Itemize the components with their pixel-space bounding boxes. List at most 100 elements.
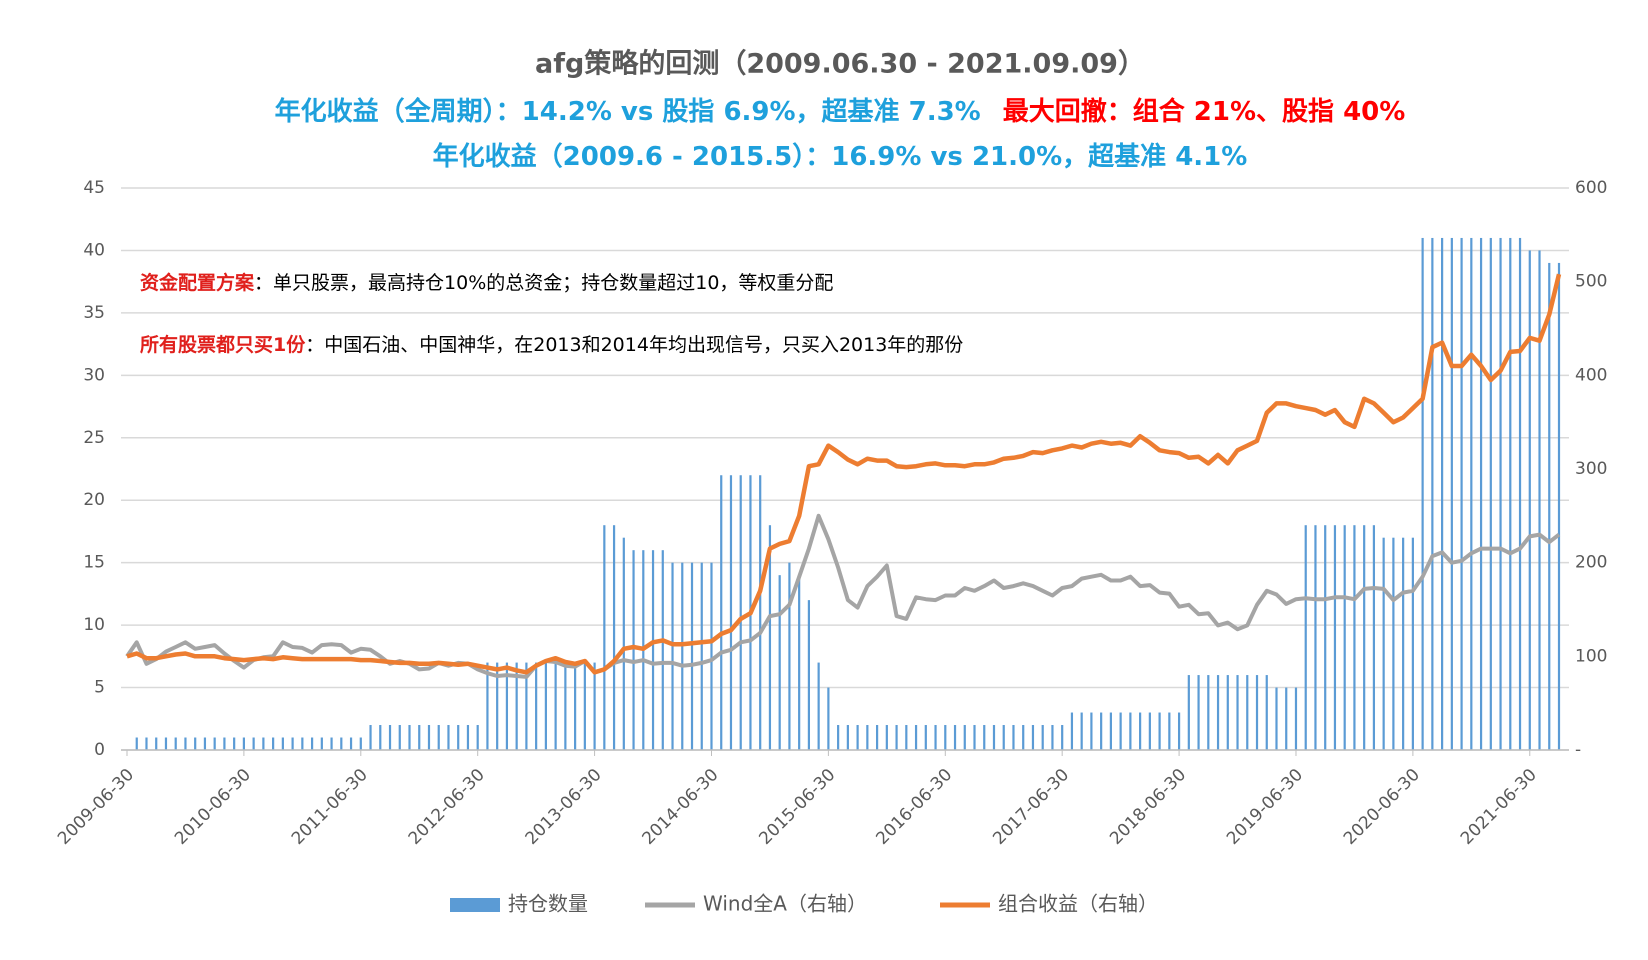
bar — [1090, 712, 1093, 750]
bar — [1382, 537, 1385, 750]
bar — [437, 725, 440, 750]
bar — [924, 725, 927, 750]
bar — [281, 737, 284, 750]
text-segment: 最大回撤：组合 21%、股指 40% — [1003, 96, 1406, 127]
subtitle: 年化收益（全周期）：14.2% vs 股指 6.9%，超基准 7.3% 最大回撤：… — [275, 96, 1406, 127]
bar — [1216, 675, 1220, 750]
text-segment: ：单只股票，最高持仓10%的总资金；持仓数量超过10，等权重分配 — [254, 272, 833, 294]
bar — [739, 475, 742, 750]
x-tick-label: 2009-06-30 — [54, 765, 138, 849]
bar — [369, 725, 372, 750]
bar — [427, 725, 431, 750]
bar — [291, 737, 294, 750]
bar — [1100, 712, 1103, 750]
bar — [310, 737, 314, 750]
bar — [1002, 725, 1005, 750]
bar — [807, 600, 811, 750]
bar — [983, 725, 986, 750]
bar — [1324, 525, 1327, 750]
bar — [690, 562, 694, 750]
y-tick-label: 30 — [83, 365, 105, 385]
x-tick-label: 2013-06-30 — [522, 765, 606, 849]
bar — [1070, 712, 1074, 750]
bar — [1489, 237, 1492, 750]
text-segment: ：中国石油、中国神华，在2013和2014年均出现信号，只买入2013年的那份 — [305, 334, 963, 356]
bar — [1314, 525, 1317, 750]
bar — [1470, 237, 1473, 750]
bar — [544, 662, 547, 750]
bar — [1353, 525, 1356, 750]
bar — [574, 662, 577, 750]
x-tick-label: 2018-06-30 — [1106, 765, 1190, 849]
y-tick-label: 5 — [94, 678, 105, 698]
bar — [174, 737, 177, 750]
text-segment: 所有股票都只买1份 — [140, 333, 306, 356]
bar — [759, 475, 762, 750]
bar — [651, 550, 655, 750]
bar — [1538, 250, 1541, 750]
bar — [1031, 725, 1035, 750]
bar — [827, 687, 830, 750]
y-tick-label: 10 — [83, 615, 105, 635]
y2-tick-label: 100 — [1575, 646, 1607, 666]
bar — [320, 737, 323, 750]
bar — [1304, 525, 1307, 750]
bar — [778, 575, 781, 750]
bar — [1177, 712, 1181, 750]
y2-tick-label: 500 — [1575, 272, 1607, 292]
bar — [164, 737, 168, 750]
bar — [973, 725, 976, 750]
bar — [953, 725, 957, 750]
bar — [1148, 712, 1151, 750]
bar — [398, 725, 401, 750]
y2-tick-label: 600 — [1575, 178, 1607, 198]
bar — [359, 737, 362, 750]
y-tick-label: 0 — [94, 740, 105, 760]
bar — [729, 475, 733, 750]
bar — [612, 525, 616, 750]
bar — [515, 662, 518, 750]
bar — [252, 737, 255, 750]
bar — [583, 662, 586, 750]
bar — [1402, 537, 1405, 750]
bar — [1294, 687, 1298, 750]
bar — [866, 725, 869, 750]
legend-label: 持仓数量 — [508, 892, 588, 916]
bar — [885, 725, 888, 750]
bar — [1041, 725, 1044, 750]
bar — [1139, 712, 1142, 750]
bar — [1548, 262, 1551, 750]
y2-tick-label: 400 — [1575, 365, 1607, 385]
bar — [1197, 675, 1200, 750]
bar — [603, 525, 606, 750]
bar — [213, 737, 216, 750]
bar — [262, 737, 265, 750]
bar — [1499, 237, 1502, 750]
annotation: 所有股票都只买1份：中国石油、中国神华，在2013和2014年均出现信号，只买入… — [140, 333, 963, 356]
bar — [1080, 712, 1083, 750]
x-tick-label: 2014-06-30 — [639, 765, 723, 849]
line — [125, 513, 1561, 679]
bar — [1285, 687, 1288, 750]
bar — [272, 737, 275, 750]
bar — [846, 725, 849, 750]
bar — [155, 737, 158, 750]
y-tick-label: 20 — [83, 490, 105, 510]
bar — [505, 662, 509, 750]
bar — [145, 737, 148, 750]
text-segment: 年化收益（2009.6 - 2015.5）：16.9% vs 21.0%，超基准… — [433, 141, 1248, 172]
bar — [1207, 675, 1210, 750]
bar — [233, 737, 236, 750]
bar — [476, 725, 479, 750]
x-tick-label: 2015-06-30 — [755, 765, 839, 849]
bar — [1051, 725, 1054, 750]
bar — [1528, 250, 1531, 750]
bar — [1392, 537, 1395, 750]
y2-tick-label: 200 — [1575, 553, 1607, 573]
bar — [661, 550, 664, 750]
bar — [1479, 237, 1483, 750]
bar — [184, 737, 187, 750]
bar — [1421, 237, 1424, 750]
bar — [1187, 675, 1190, 750]
line — [126, 273, 1562, 675]
